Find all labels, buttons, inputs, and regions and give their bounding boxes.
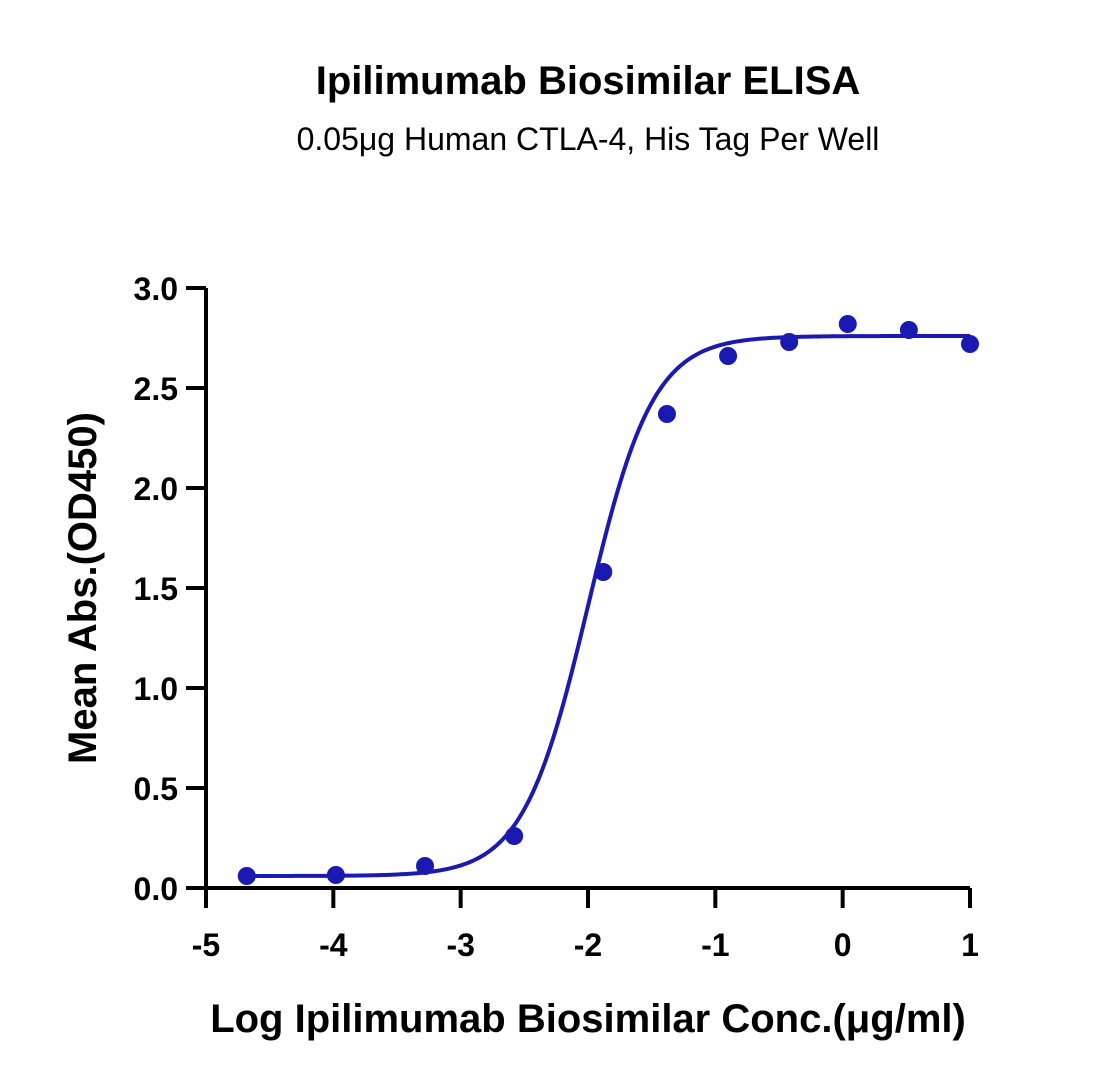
y-axis-ticks: 0.0 0.5 1.0 1.5 2.0 2.5 3.0 bbox=[134, 271, 206, 907]
data-point bbox=[961, 335, 979, 353]
y-tick-label: 2.5 bbox=[134, 371, 178, 407]
x-tick-label: -5 bbox=[192, 927, 220, 963]
x-tick-label: -2 bbox=[574, 927, 602, 963]
x-axis-ticks: -5 -4 -3 -2 -1 0 1 bbox=[192, 888, 979, 963]
data-point bbox=[780, 333, 799, 351]
y-tick-label: 3.0 bbox=[134, 271, 178, 307]
x-tick-label: 0 bbox=[834, 927, 852, 963]
x-axis-label: Log Ipilimumab Biosimilar Conc.(μg/ml) bbox=[210, 997, 966, 1041]
y-tick-label: 0.0 bbox=[134, 871, 178, 907]
y-tick-label: 1.5 bbox=[134, 571, 178, 607]
data-point bbox=[237, 867, 256, 885]
y-tick-label: 1.0 bbox=[134, 671, 178, 707]
data-point bbox=[416, 857, 435, 875]
data-point bbox=[594, 563, 613, 581]
data-point bbox=[899, 321, 918, 339]
x-tick-label: -4 bbox=[319, 927, 348, 963]
chart-subtitle: 0.05μg Human CTLA-4, His Tag Per Well bbox=[297, 121, 880, 157]
chart-title: Ipilimumab Biosimilar ELISA bbox=[316, 59, 861, 103]
data-point bbox=[505, 827, 524, 845]
fit-curve bbox=[246, 334, 970, 878]
x-tick-label: 1 bbox=[961, 927, 979, 963]
y-tick-label: 2.0 bbox=[134, 471, 178, 507]
data-point bbox=[719, 347, 738, 365]
x-tick-label: -3 bbox=[446, 927, 474, 963]
data-point bbox=[326, 866, 345, 884]
y-axis-label: Mean Abs.(OD450) bbox=[61, 412, 105, 764]
data-points bbox=[237, 315, 979, 885]
data-point bbox=[657, 405, 676, 423]
x-tick-label: -1 bbox=[701, 927, 729, 963]
y-tick-label: 0.5 bbox=[134, 771, 178, 807]
data-point bbox=[838, 315, 857, 333]
